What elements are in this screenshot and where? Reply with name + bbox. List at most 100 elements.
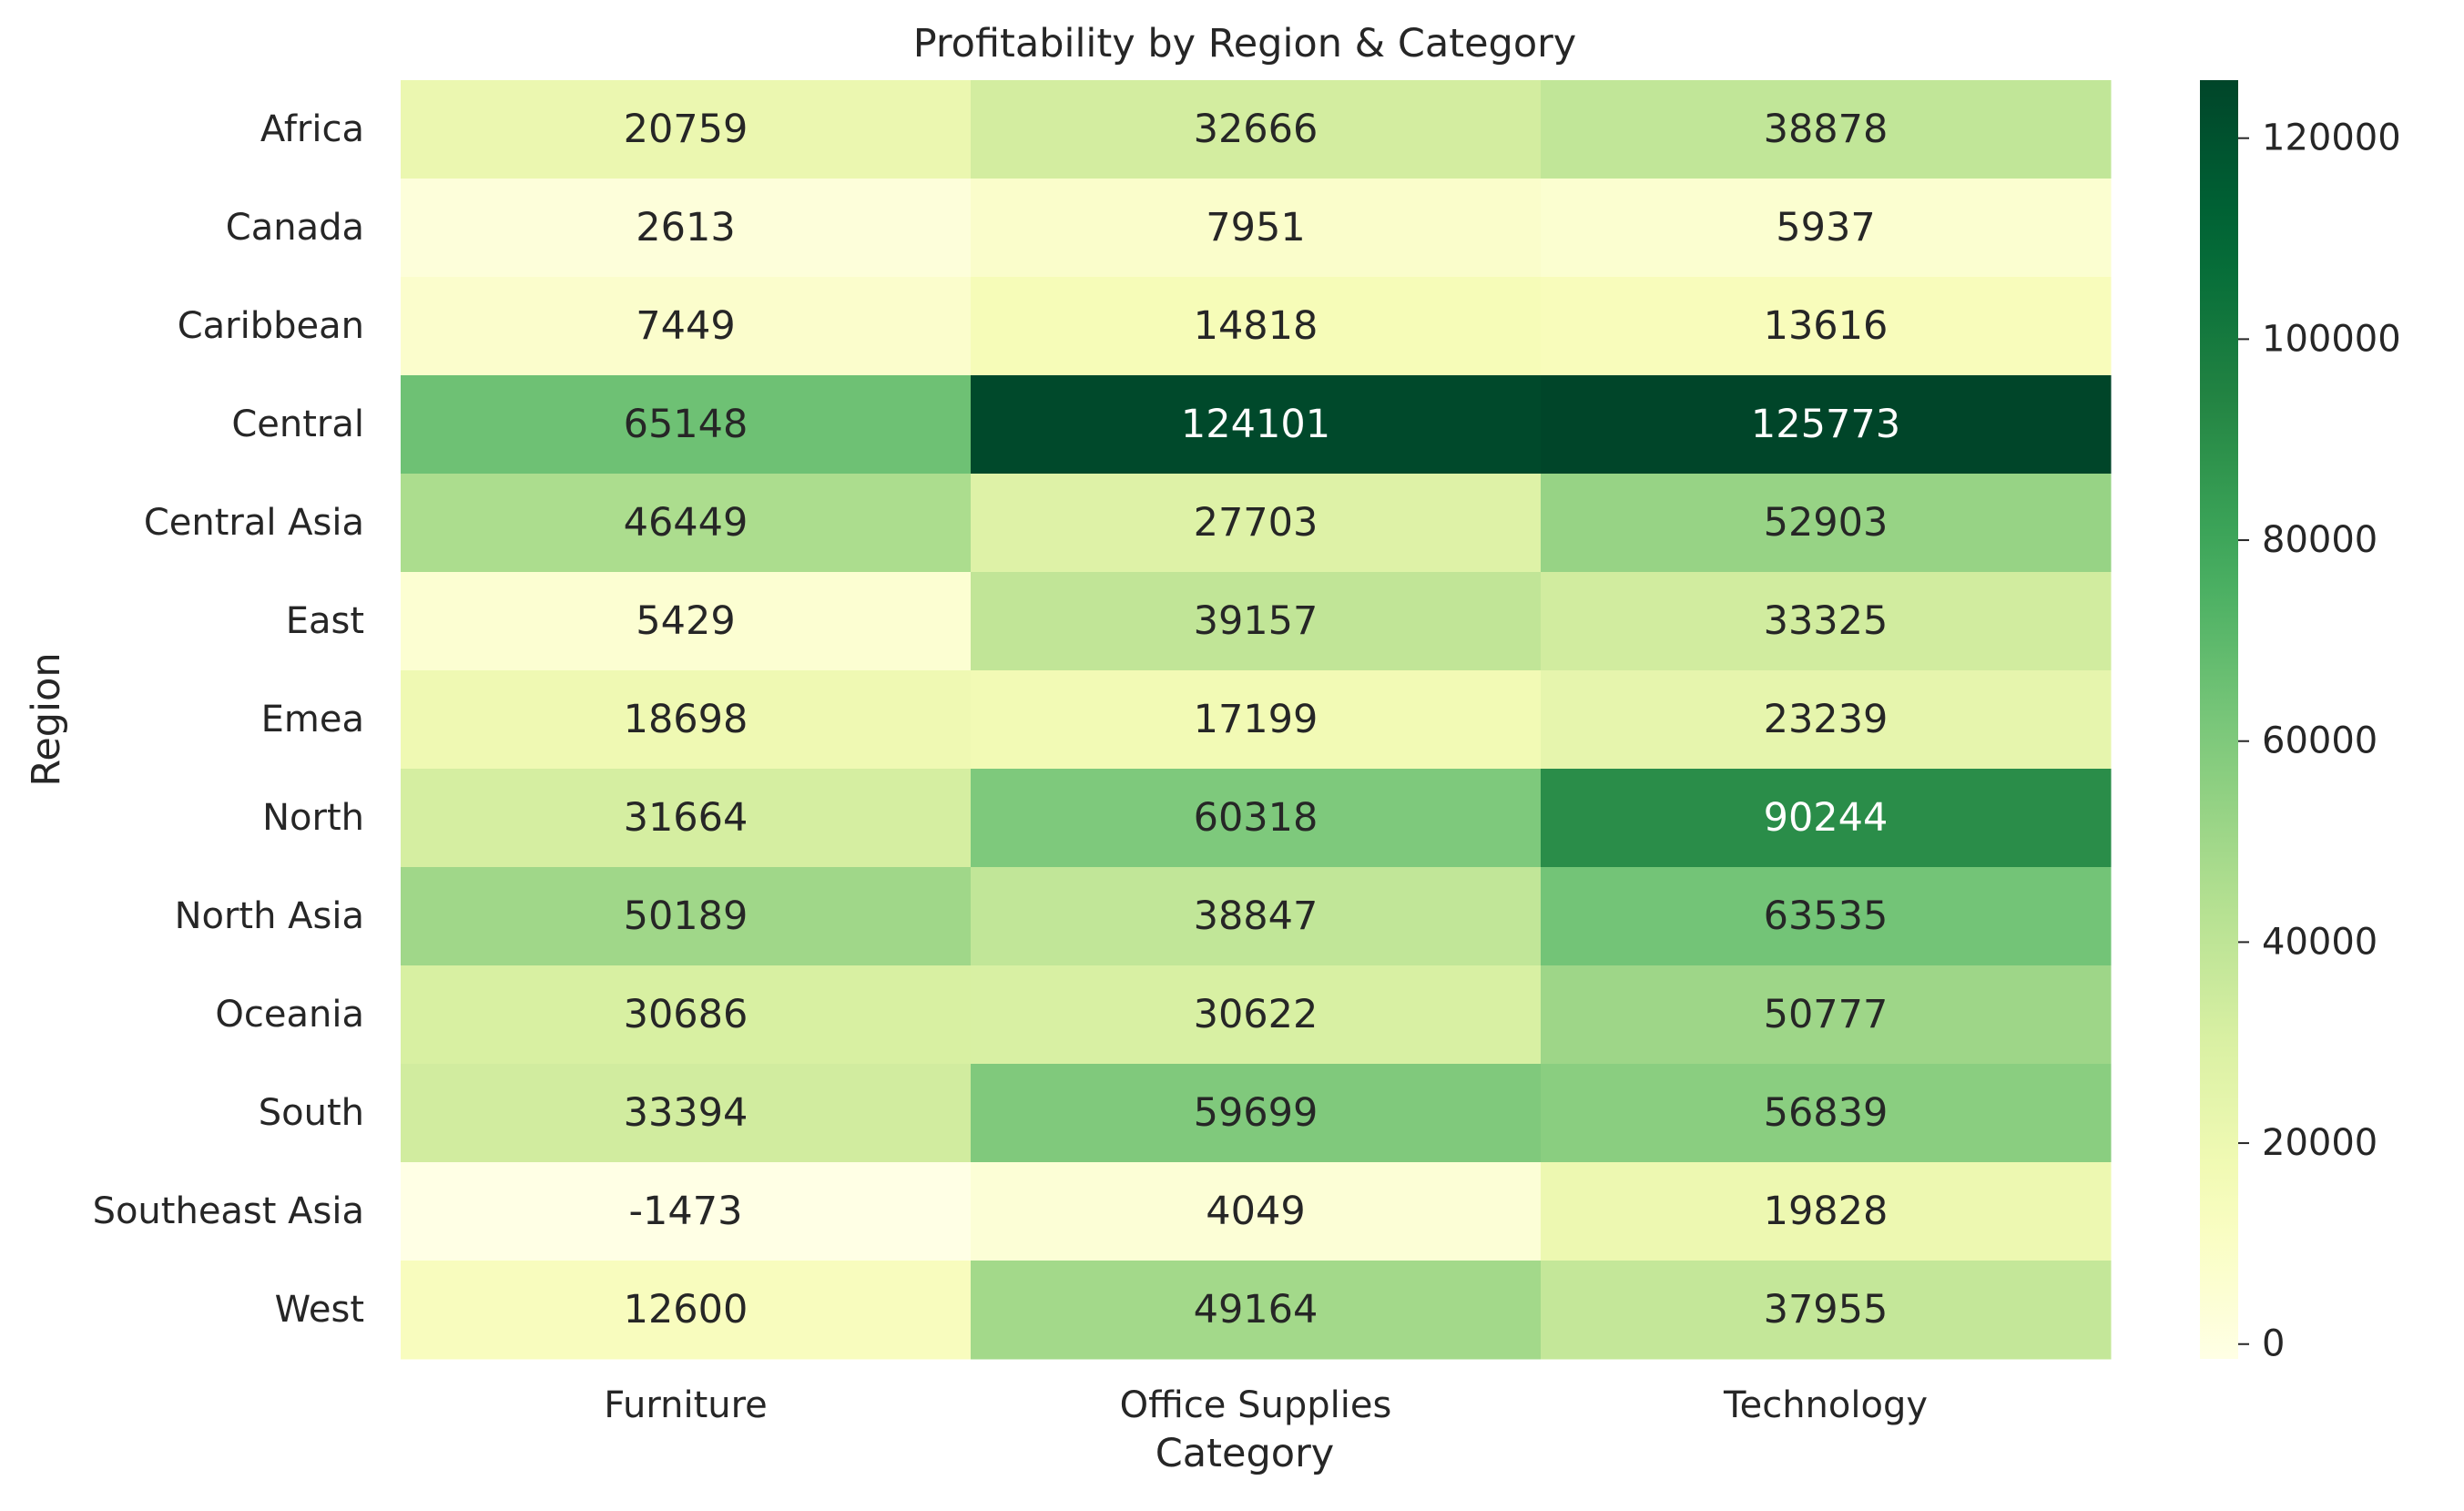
row-label-oceania: Oceania [215, 994, 364, 1036]
cell-value-label: 63535 [1764, 893, 1889, 939]
cell-value-label: 7449 [636, 303, 735, 349]
heatmap-cell-oceania-furniture [401, 965, 972, 1065]
chart-title: Profitability by Region & Category [913, 21, 1577, 66]
row-label-west: West [275, 1289, 364, 1331]
row-label-caribbean: Caribbean [178, 305, 364, 347]
cell-value-label: 14818 [1194, 303, 1319, 349]
x-axis-label: Category [1156, 1431, 1334, 1476]
colorbar-tick-label: 40000 [2262, 921, 2377, 963]
heatmap-cell-southeast-asia-technology [1541, 1162, 2112, 1261]
cell-value-label: 19828 [1764, 1189, 1889, 1234]
cell-value-label: 30686 [624, 992, 748, 1037]
colorbar-tick-label: 20000 [2262, 1122, 2377, 1164]
heatmap-cell-west-technology [1541, 1261, 2112, 1360]
heatmap-cell-north-furniture [401, 769, 972, 868]
heatmap-cell-southeast-asia-furniture [401, 1162, 972, 1261]
heatmap-cell-southeast-asia-office-supplies [971, 1162, 1542, 1261]
cell-value-label: 31664 [624, 795, 748, 841]
heatmap-cell-oceania-office-supplies [971, 965, 1542, 1065]
column-label-technology: Technology [1723, 1384, 1928, 1426]
cell-value-label: 52903 [1764, 500, 1889, 546]
row-label-north: North [262, 797, 364, 839]
colorbar-tick-label: 100000 [2262, 318, 2401, 360]
cell-value-label: 12600 [624, 1287, 748, 1332]
heatmap-cell-east-furniture [401, 572, 972, 671]
cell-value-label: 17199 [1194, 697, 1319, 742]
heatmap-cell-canada-office-supplies [971, 179, 1542, 278]
cell-value-label: 38847 [1194, 893, 1319, 939]
cell-value-label: 37955 [1764, 1287, 1889, 1332]
cell-value-label: 38878 [1764, 107, 1889, 152]
cell-value-label: 39157 [1194, 598, 1319, 644]
colorbar: 0 20000 40000 60000 80000 100000 120000 [2200, 80, 2401, 1365]
cell-value-label: 13616 [1764, 303, 1889, 349]
cell-value-label: 65148 [624, 402, 748, 447]
column-tick-labels: Furniture Office Supplies Technology [604, 1384, 1928, 1426]
cell-value-label: 5937 [1776, 205, 1875, 250]
column-label-furniture: Furniture [604, 1384, 768, 1426]
column-label-office-supplies: Office Supplies [1120, 1384, 1392, 1426]
heatmap-cell-africa-office-supplies [971, 80, 1542, 179]
cell-value-label: -1473 [629, 1189, 743, 1234]
cell-value-label: 20759 [624, 107, 748, 152]
heatmap-cell-emea-technology [1541, 670, 2112, 770]
heatmap-cell-east-technology [1541, 572, 2112, 671]
heatmap-cell-north-asia-office-supplies [971, 867, 1542, 966]
heatmap-cell-caribbean-furniture [401, 277, 972, 376]
cell-value-label: 30622 [1194, 992, 1319, 1037]
heatmap-cell-africa-furniture [401, 80, 972, 179]
heatmap-cell-south-office-supplies [971, 1064, 1542, 1163]
heatmap-cell-south-furniture [401, 1064, 972, 1163]
row-label-africa: Africa [260, 108, 364, 150]
cell-value-label: 4049 [1206, 1189, 1305, 1234]
heatmap-cell-africa-technology [1541, 80, 2112, 179]
colorbar-tick-label: 120000 [2262, 117, 2401, 159]
row-label-southeast-asia: Southeast Asia [93, 1190, 364, 1232]
row-label-east: East [286, 600, 364, 642]
cell-value-label: 33325 [1764, 598, 1889, 644]
cell-value-label: 33394 [624, 1090, 748, 1136]
heatmap-cell-east-office-supplies [971, 572, 1542, 671]
heatmap-cell-south-technology [1541, 1064, 2112, 1163]
heatmap-cell-emea-office-supplies [971, 670, 1542, 770]
cell-value-label: 5429 [636, 598, 735, 644]
colorbar-tick-label: 0 [2262, 1323, 2285, 1365]
heatmap-cell-central-office-supplies [971, 375, 1542, 475]
cell-value-label: 60318 [1194, 795, 1319, 841]
row-label-south: South [259, 1092, 364, 1134]
heatmap-cell-central-asia-office-supplies [971, 474, 1542, 573]
cell-value-label: 59699 [1194, 1090, 1319, 1136]
heatmap-cell-canada-furniture [401, 179, 972, 278]
cell-value-label: 18698 [624, 697, 748, 742]
row-tick-labels: Africa Canada Caribbean Central Central Asia… [93, 108, 364, 1331]
cell-value-label: 125773 [1751, 402, 1900, 447]
heatmap-cell-emea-furniture [401, 670, 972, 770]
cell-value-label: 90244 [1764, 795, 1889, 841]
heatmap-cell-central-asia-technology [1541, 474, 2112, 573]
cell-value-label: 2613 [636, 205, 735, 250]
heatmap-cell-canada-technology [1541, 179, 2112, 278]
cell-value-label: 27703 [1194, 500, 1319, 546]
cell-value-label: 50777 [1764, 992, 1889, 1037]
heatmap-cell-north-asia-furniture [401, 867, 972, 966]
cell-value-label: 50189 [624, 893, 748, 939]
heatmap-cell-central-technology [1541, 375, 2112, 475]
heatmap-cell-caribbean-office-supplies [971, 277, 1542, 376]
colorbar-tick-label: 60000 [2262, 720, 2377, 762]
heatmap-cells: 20759 32666 38878 2613 7951 5937 7449 14818 1361… [401, 80, 2112, 1360]
cell-value-label: 46449 [624, 500, 748, 546]
heatmap-cell-west-office-supplies [971, 1261, 1542, 1360]
cell-value-label: 7951 [1206, 205, 1305, 250]
heatmap-cell-oceania-technology [1541, 965, 2112, 1065]
cell-value-label: 49164 [1194, 1287, 1319, 1332]
heatmap-cell-central-asia-furniture [401, 474, 972, 573]
row-label-emea: Emea [261, 699, 364, 740]
heatmap-cell-west-furniture [401, 1261, 972, 1360]
row-label-canada: Canada [226, 207, 364, 249]
heatmap-cell-north-technology [1541, 769, 2112, 868]
y-axis-label: Region [24, 652, 69, 786]
heatmap-cell-north-office-supplies [971, 769, 1542, 868]
heatmap-cell-central-furniture [401, 375, 972, 475]
